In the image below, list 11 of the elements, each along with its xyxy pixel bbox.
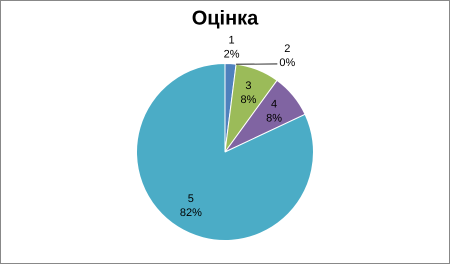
data-label: 2% — [224, 48, 240, 61]
category-label: 2 — [284, 42, 290, 55]
slice-label: 3 — [245, 80, 252, 92]
chart-title: Оцінка — [192, 8, 260, 30]
slice-label: 5 — [188, 192, 194, 205]
slice-label: 1 — [228, 34, 235, 47]
data-label: 8% — [266, 112, 282, 124]
data-label: 82% — [180, 206, 202, 219]
slice-label: 4 — [271, 98, 278, 110]
data-label: 8% — [240, 94, 257, 106]
text: 0% — [279, 56, 296, 69]
